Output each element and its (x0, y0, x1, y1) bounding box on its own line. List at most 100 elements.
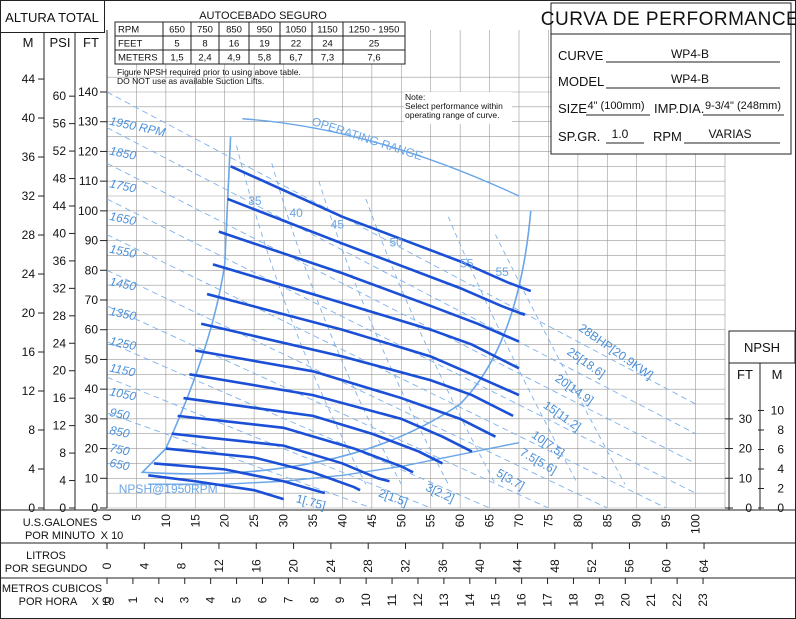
lps-tick-label: 28 (361, 559, 375, 573)
npsh-ft-tick-label: 0 (745, 501, 752, 515)
rpm-curve-label: 1350 (108, 304, 137, 323)
psi-tick-label: 24 (53, 336, 67, 350)
bhp-line (106, 269, 608, 509)
m3h-tick-label: 19 (592, 593, 606, 607)
psi-tick-label: 36 (53, 254, 67, 268)
psi-tick-label: 28 (53, 309, 67, 323)
table-cell: 1250 - 1950 (349, 25, 400, 36)
efficiency-line (495, 234, 626, 485)
m3h-tick-label: 6 (255, 596, 269, 603)
m3h-label-1: METROS CUBICOS (2, 583, 102, 595)
table-cell: 6,7 (289, 53, 302, 64)
table-cell: 5,8 (258, 53, 271, 64)
gpm-tick-label: 90 (630, 514, 644, 528)
gpm-tick-label: 70 (512, 514, 526, 528)
rpm-curve (195, 349, 497, 438)
table-cell: 5 (174, 39, 179, 50)
axis-header-box (0, 0, 105, 33)
model-value: WP4-B (671, 72, 709, 86)
npsh-unit-ft: FT (737, 367, 753, 382)
note-box: Note: Select performance within operatin… (404, 92, 512, 124)
npsh-curve-label: NPSH@1950RPM (119, 482, 218, 496)
table-cell: 22 (291, 39, 302, 50)
m-tick-label: 12 (22, 384, 36, 398)
m3h-tick-label: 15 (489, 593, 503, 607)
efficiency-label: 55 (495, 265, 509, 279)
psi-tick-label: 16 (53, 391, 67, 405)
m3h-tick-label: 20 (618, 593, 632, 607)
m-tick-label: 4 (28, 462, 35, 476)
table-cell: 750 (197, 25, 213, 36)
gpm-tick-label: 100 (689, 514, 703, 534)
lps-tick-label: 56 (622, 559, 636, 573)
lps-tick-label: 60 (660, 559, 674, 573)
bhp-line (106, 91, 696, 405)
bhp-label: 2[1.5] (377, 486, 410, 509)
gpm-tick-label: 35 (306, 514, 320, 528)
left-axes: 0102030405060708090100110120130140048121… (22, 72, 107, 515)
table-cell: 1150 (317, 25, 337, 36)
gpm-tick-label: 55 (424, 514, 438, 528)
ft-tick-label: 80 (85, 263, 99, 277)
ft-tick-label: 110 (79, 174, 98, 188)
lps-tick-label: 12 (212, 559, 226, 573)
gpm-tick-label: 75 (541, 514, 555, 528)
bhp-line (106, 127, 696, 435)
rpm-value: VARIAS (708, 127, 751, 141)
size-label: SIZE (558, 101, 587, 116)
m3h-tick-label: 2 (152, 596, 166, 603)
lps-tick-label: 4 (137, 562, 151, 569)
table-cell: FEET (118, 39, 142, 50)
rpm-curve-label: 1150 (108, 361, 136, 380)
table-cell: 7,3 (321, 53, 334, 64)
npsh-m-tick-label: 4 (777, 462, 784, 476)
table-cell: RPM (118, 25, 139, 36)
table-cell: 24 (322, 39, 333, 50)
psi-tick-label: 52 (53, 144, 67, 158)
psi-tick-label: 32 (53, 281, 67, 295)
lps-tick-label: 0 (100, 562, 114, 569)
lps-tick-label: 20 (287, 559, 301, 573)
rpm-curve-label: 1850 (108, 144, 137, 163)
npsh-m-tick-label: 10 (771, 404, 785, 418)
gpm-mult: X 10 (101, 530, 124, 542)
lps-tick-label: 48 (548, 559, 562, 573)
ft-tick-label: 0 (91, 501, 98, 515)
psi-tick-label: 20 (53, 364, 67, 378)
psi-tick-label: 40 (53, 226, 67, 240)
gpm-tick-label: 20 (218, 514, 232, 528)
psi-tick-label: 4 (59, 474, 66, 488)
table-cell: 8 (202, 39, 207, 50)
m3h-tick-label: 3 (178, 596, 192, 603)
m-tick-label: 24 (22, 267, 36, 281)
gpm-tick-label: 95 (659, 514, 673, 528)
m3h-mult: X 10 (92, 596, 115, 608)
m-tick-label: 16 (22, 345, 36, 359)
npsh-unit-m: M (772, 367, 783, 382)
gpm-tick-label: 65 (483, 514, 497, 528)
m3h-tick-label: 21 (644, 593, 658, 607)
efficiency-label: 40 (289, 206, 303, 220)
gpm-label-1: U.S.GALONES (23, 517, 98, 529)
table-cell: 650 (169, 25, 185, 36)
bhp-label: 15[11.2] (541, 398, 584, 434)
rpm-curve-label: 1750 (108, 176, 137, 195)
lps-tick-label: 32 (399, 559, 413, 573)
m3h-tick-label: 16 (515, 593, 529, 607)
size-value: 4" (100mm) (587, 100, 644, 112)
m3h-tick-label: 22 (670, 593, 684, 607)
info-title: CURVA DE PERFORMANCE (541, 9, 796, 30)
efficiency-label: 45 (331, 218, 345, 232)
m3h-tick-label: 13 (437, 593, 451, 607)
npsh-m-tick-label: 0 (777, 501, 784, 515)
m3h-tick-label: 7 (281, 596, 295, 603)
rpm-curve-label: 1650 (108, 209, 137, 228)
gpm-tick-label: 50 (394, 514, 408, 528)
rpm-curve (148, 474, 284, 501)
rpm-curve (212, 263, 520, 370)
rpm-curve (153, 462, 326, 495)
npsh-m-tick-label: 6 (777, 443, 784, 457)
imp-value: 9-3/4" (248mm) (705, 100, 781, 112)
efficiency-line (236, 145, 367, 485)
